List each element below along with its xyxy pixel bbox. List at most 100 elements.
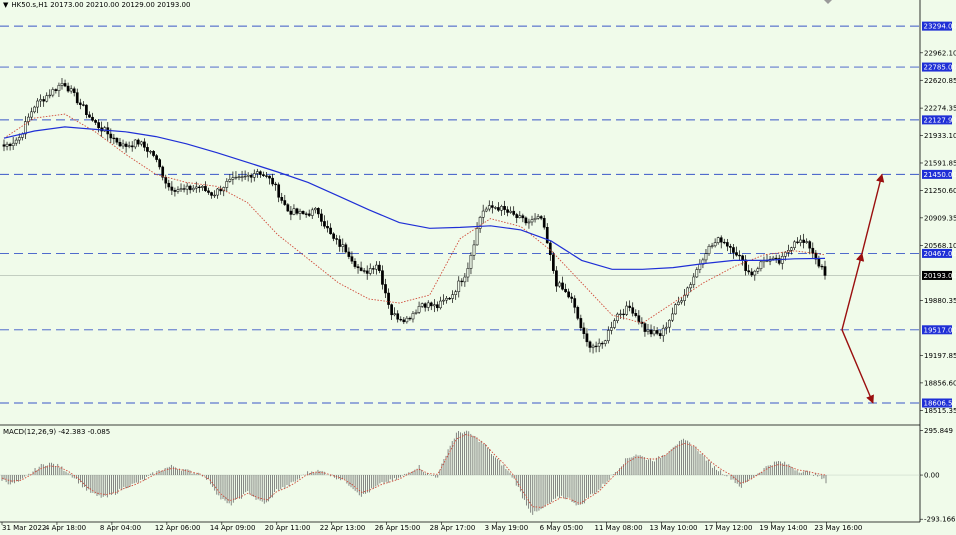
candle-body xyxy=(249,174,253,178)
candle xyxy=(27,113,30,126)
candle xyxy=(5,141,9,151)
candle-body xyxy=(304,213,308,215)
candle-body xyxy=(240,176,244,178)
candle xyxy=(112,133,116,145)
candle-body xyxy=(667,319,671,328)
candle-body xyxy=(298,210,302,214)
candle xyxy=(722,238,726,245)
candle-body xyxy=(637,315,641,323)
candle xyxy=(320,209,323,227)
candle-body xyxy=(411,313,415,320)
candle-body xyxy=(85,104,88,115)
candle xyxy=(60,78,64,90)
candle xyxy=(240,170,244,182)
candle xyxy=(204,181,207,192)
candle-body xyxy=(82,104,85,106)
candle xyxy=(194,181,198,193)
candle xyxy=(405,315,409,324)
candle xyxy=(298,208,302,220)
candle xyxy=(432,299,436,313)
candle-body xyxy=(344,244,348,253)
candle xyxy=(243,170,247,180)
candle xyxy=(265,171,268,179)
candle-body xyxy=(42,99,46,102)
candle xyxy=(677,296,680,306)
candle-body xyxy=(582,327,586,334)
candle-body xyxy=(490,205,494,208)
candle xyxy=(249,173,253,183)
dropdown-triangle-icon[interactable]: ▼ xyxy=(3,1,9,9)
candle-body xyxy=(280,197,284,201)
candle xyxy=(582,322,586,339)
candle-body xyxy=(811,247,815,254)
candle-body xyxy=(692,276,696,285)
candle xyxy=(780,251,784,270)
candle-body xyxy=(48,94,52,97)
candle-body xyxy=(381,270,384,285)
time-tick-label-14: 19 May 14:00 xyxy=(759,524,807,532)
candle-body xyxy=(63,83,67,87)
level-price-label-4: 20467.00 xyxy=(924,250,956,258)
candle xyxy=(54,88,58,94)
candle-body xyxy=(735,252,738,256)
candle-body xyxy=(188,185,192,191)
candle-body xyxy=(14,139,18,144)
candle-body xyxy=(11,142,15,146)
candle-body xyxy=(350,256,354,262)
candle-body xyxy=(750,271,754,276)
candle xyxy=(292,204,296,216)
candle-body xyxy=(594,345,598,348)
candle-body xyxy=(606,330,610,342)
candle xyxy=(82,101,85,107)
candle xyxy=(671,307,674,323)
candle-body xyxy=(2,144,6,147)
candle-body xyxy=(88,114,91,118)
candle-body xyxy=(460,280,464,283)
candle xyxy=(378,261,381,274)
candle xyxy=(252,169,256,182)
candle xyxy=(371,265,375,274)
candle xyxy=(472,240,476,261)
candle-body xyxy=(54,89,58,91)
level-price-box-1 xyxy=(922,62,952,72)
candle-body xyxy=(320,213,323,222)
candle xyxy=(188,184,192,194)
candle-body xyxy=(8,143,12,146)
candle-body xyxy=(619,313,622,316)
candle xyxy=(725,238,729,252)
candle xyxy=(506,206,509,217)
candle-body xyxy=(225,181,229,188)
candle xyxy=(750,268,754,278)
candle xyxy=(558,280,561,288)
candle xyxy=(545,223,549,244)
candle-body xyxy=(332,233,335,239)
candle-body xyxy=(417,306,421,313)
candle-body xyxy=(423,303,427,308)
candle xyxy=(353,258,357,269)
candle xyxy=(219,185,223,195)
candle-body xyxy=(454,291,458,295)
candle-body xyxy=(191,187,195,191)
price-tick-label-4: 21591.85 xyxy=(924,159,956,167)
candle xyxy=(655,327,659,336)
candle xyxy=(701,257,705,269)
candle-body xyxy=(365,270,369,274)
candle-body xyxy=(66,85,70,92)
candle xyxy=(454,289,458,300)
candle xyxy=(121,139,125,149)
candle-body xyxy=(567,291,570,298)
candle-body xyxy=(36,100,39,108)
candle-body xyxy=(112,137,116,140)
candle xyxy=(167,179,171,191)
candle xyxy=(222,186,226,197)
candle xyxy=(396,310,400,323)
candle-body xyxy=(167,182,171,188)
candle xyxy=(289,206,293,221)
candle xyxy=(530,215,534,226)
level-price-label-5: 19517.00 xyxy=(924,326,956,334)
candle xyxy=(393,307,397,317)
price-tick-label-3: 21933.10 xyxy=(924,132,956,140)
candle-body xyxy=(698,264,702,270)
